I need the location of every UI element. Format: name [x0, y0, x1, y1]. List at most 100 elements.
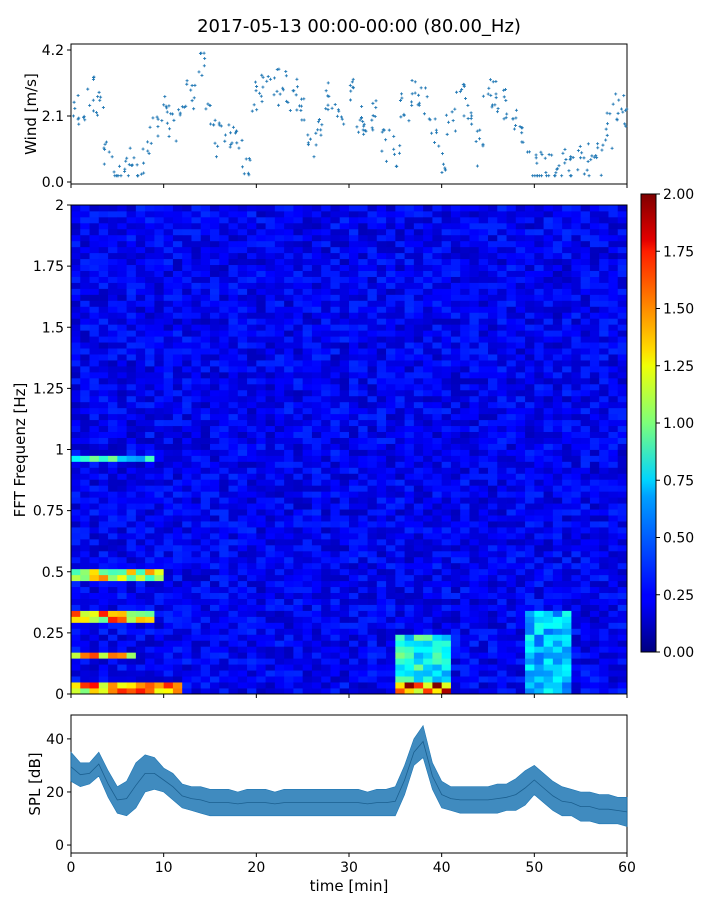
- spectrogram-cell: [497, 587, 507, 593]
- spectrogram-cell: [173, 473, 183, 479]
- spectrogram-cell: [516, 491, 526, 497]
- spectrogram-cell: [507, 330, 517, 336]
- spectrogram-cell: [469, 467, 479, 473]
- spectrogram-cell: [191, 420, 201, 426]
- spectrogram-cell: [358, 646, 368, 652]
- spectrogram-cell: [229, 628, 239, 634]
- spectrogram-cell: [164, 461, 174, 467]
- spectrogram-cell: [275, 521, 285, 527]
- spectrogram-cell: [507, 205, 517, 211]
- spectrogram-cell: [368, 587, 378, 593]
- spectrogram-cell: [330, 360, 340, 366]
- spectrogram-cell: [488, 581, 498, 587]
- spectrogram-cell: [80, 420, 90, 426]
- spectrogram-cell: [256, 348, 266, 354]
- spectrogram-cell: [238, 306, 248, 312]
- spectrogram-cell: [442, 318, 452, 324]
- spectrogram-cell: [99, 288, 109, 294]
- spectrogram-cell: [293, 229, 303, 235]
- spectrogram-cell: [71, 509, 81, 515]
- spectrogram-cell: [136, 569, 146, 575]
- spectrogram-cell: [117, 682, 127, 688]
- spectrogram-cell: [497, 294, 507, 300]
- spectrogram-cell: [544, 605, 554, 611]
- spectrogram-cell: [451, 342, 461, 348]
- spectrogram-cell: [497, 640, 507, 646]
- spectrogram-cell: [284, 265, 294, 271]
- spectrogram-cell: [108, 688, 118, 694]
- spectrogram-cell: [553, 324, 563, 330]
- spectrogram-cell: [182, 539, 192, 545]
- spectrogram-cell: [516, 575, 526, 581]
- spectrogram-cell: [414, 575, 424, 581]
- spectrogram-cell: [293, 551, 303, 557]
- spectrogram-cell: [293, 241, 303, 247]
- spectrogram-cell: [90, 384, 100, 390]
- spectrogram-cell: [571, 390, 581, 396]
- spectrogram-cell: [377, 515, 387, 521]
- spectrogram-cell: [507, 414, 517, 420]
- spectrogram-cell: [562, 491, 572, 497]
- spectrogram-cell: [108, 551, 118, 557]
- spectrogram-cell: [117, 461, 127, 467]
- spectrogram-cell: [99, 473, 109, 479]
- spectrogram-cell: [219, 330, 229, 336]
- spectrogram-cell: [349, 581, 359, 587]
- spectrogram-cell: [451, 551, 461, 557]
- spectrogram-cell: [108, 599, 118, 605]
- spectrogram-cell: [469, 497, 479, 503]
- spectrogram-cell: [247, 402, 257, 408]
- spectrogram-cell: [256, 569, 266, 575]
- spectrogram-cell: [571, 438, 581, 444]
- spectrogram-cell: [80, 634, 90, 640]
- spectrogram-cell: [182, 288, 192, 294]
- spectrogram-cell: [507, 277, 517, 283]
- spectrogram-cell: [238, 616, 248, 622]
- spectrogram-cell: [553, 432, 563, 438]
- spectrogram-cell: [90, 515, 100, 521]
- spectrogram-cell: [136, 420, 146, 426]
- spectrogram-cell: [90, 348, 100, 354]
- spectrogram-cell: [442, 634, 452, 640]
- spectrogram-cell: [145, 259, 155, 265]
- spectrogram-cell: [108, 503, 118, 509]
- spectrogram-cell: [90, 503, 100, 509]
- spectrogram-cell: [488, 611, 498, 617]
- spectrogram-cell: [377, 348, 387, 354]
- spectrogram-cell: [405, 402, 415, 408]
- spectrogram-cell: [164, 509, 174, 515]
- spectrogram-cell: [386, 372, 396, 378]
- spectrogram-cell: [358, 634, 368, 640]
- spectrogram-cell: [386, 491, 396, 497]
- spectrogram-cell: [451, 527, 461, 533]
- spectrogram-cell: [191, 211, 201, 217]
- spectrogram-cell: [164, 378, 174, 384]
- spectrogram-cell: [117, 473, 127, 479]
- spectrogram-cell: [136, 271, 146, 277]
- spectrogram-cell: [423, 294, 433, 300]
- spectrogram-cell: [358, 682, 368, 688]
- spectrogram-cell: [544, 473, 554, 479]
- spectrogram-cell: [293, 557, 303, 563]
- spectrogram-cell: [581, 491, 591, 497]
- spectrogram-cell: [349, 265, 359, 271]
- spectrogram-cell: [90, 271, 100, 277]
- spectrogram-cell: [562, 235, 572, 241]
- spectrogram-cell: [266, 688, 276, 694]
- spectrogram-cell: [451, 336, 461, 342]
- spectrogram-cell: [377, 605, 387, 611]
- spectrogram-cell: [293, 253, 303, 259]
- spectrogram-cell: [451, 354, 461, 360]
- spectrogram-cell: [117, 372, 127, 378]
- spectrogram-cell: [571, 360, 581, 366]
- spectrogram-cell: [173, 444, 183, 450]
- spectrogram-cell: [284, 563, 294, 569]
- spectrogram-cell: [405, 354, 415, 360]
- spectrogram-cell: [247, 599, 257, 605]
- spectrogram-cell: [182, 390, 192, 396]
- spectrogram-cell: [321, 318, 331, 324]
- spectrogram-cell: [562, 527, 572, 533]
- spectrogram-cell: [507, 360, 517, 366]
- spectrogram-cell: [479, 461, 489, 467]
- spectrogram-cell: [321, 521, 331, 527]
